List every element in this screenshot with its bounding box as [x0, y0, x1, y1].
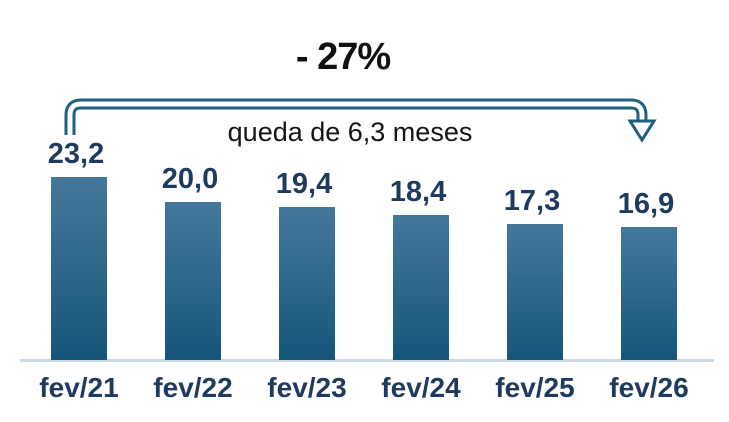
- arrow-head-icon: [627, 119, 657, 143]
- bar: [165, 202, 221, 360]
- bar-value-label: 23,2: [47, 138, 105, 170]
- bar: [393, 215, 449, 360]
- bar-value-label: 16,9: [617, 188, 675, 220]
- x-axis-label: fev/23: [267, 372, 347, 403]
- x-axis-label: fev/24: [381, 372, 461, 403]
- chart-title: - 27%: [295, 36, 391, 78]
- bar: [621, 227, 677, 360]
- bar: [279, 207, 335, 360]
- bar-value-label: 18,4: [389, 176, 447, 208]
- bar-value-label: 20,0: [161, 163, 219, 195]
- bar-value-label: 19,4: [275, 168, 333, 200]
- bar: [507, 224, 563, 360]
- bar: [51, 177, 107, 360]
- x-axis-line: [20, 359, 714, 362]
- x-axis-label: fev/22: [153, 372, 233, 403]
- annotation-label: queda de 6,3 meses: [227, 117, 473, 147]
- x-axis-label: fev/21: [39, 372, 119, 403]
- x-axis-label: fev/25: [495, 372, 575, 403]
- arrow-line-inner: [67, 101, 645, 135]
- x-axis-label: fev/26: [609, 372, 689, 403]
- bar-value-label: 17,3: [503, 185, 561, 217]
